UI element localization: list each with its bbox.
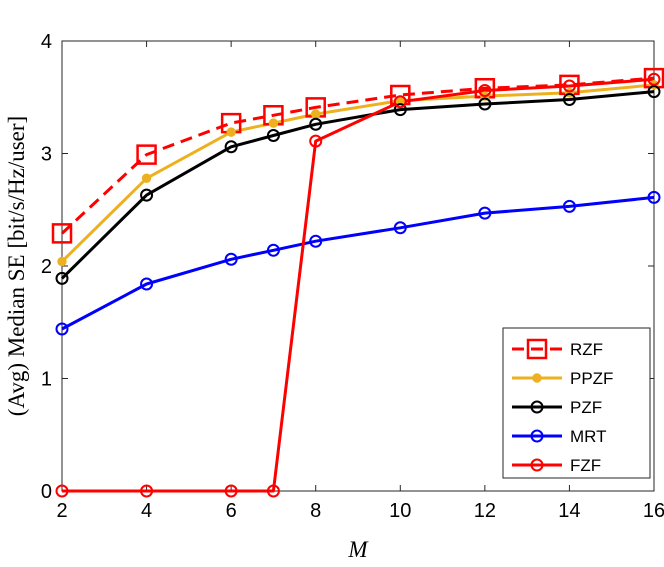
data-point-mrt <box>55 322 69 336</box>
data-point-mrt <box>309 234 323 248</box>
series-line-fzf <box>62 77 655 493</box>
x-tick-label: 10 <box>389 500 411 522</box>
legend-entries: RZF PPZF PZF MRT FZF <box>512 338 613 475</box>
data-point-mrt <box>140 277 154 291</box>
series-line-pzf <box>60 90 655 280</box>
data-point-pzf <box>55 271 69 285</box>
x-tick-label: 6 <box>226 500 237 522</box>
data-point-pzf <box>647 85 661 99</box>
legend-marker-ppzf <box>532 373 542 383</box>
legend-label-ppzf: PPZF <box>570 369 613 388</box>
data-point-pzf <box>224 140 238 154</box>
x-tick-label: 4 <box>141 500 152 522</box>
data-point-fzf <box>393 95 407 109</box>
y-tick-label: 1 <box>41 369 52 391</box>
y-tick-label: 4 <box>41 31 52 53</box>
data-point-fzf <box>224 484 238 498</box>
series-markers <box>51 67 664 498</box>
x-tick-label: 14 <box>558 500 580 522</box>
data-point-rzf <box>136 144 157 165</box>
data-point-mrt <box>224 252 238 266</box>
data-point-pzf <box>266 129 280 142</box>
x-tick-label: 2 <box>56 500 67 522</box>
data-point-mrt <box>393 221 407 235</box>
legend-label-pzf: PZF <box>570 398 602 417</box>
data-point-fzf <box>562 79 576 93</box>
data-point-rzf <box>51 223 73 244</box>
data-point-fzf <box>266 484 280 498</box>
data-point-ppzf <box>268 118 279 128</box>
data-point-pzf <box>309 117 323 131</box>
data-point-pzf <box>393 103 407 117</box>
data-point-ppzf <box>311 109 321 119</box>
x-tick-label: 8 <box>310 500 321 522</box>
data-point-pzf <box>478 97 492 111</box>
legend-label-fzf: FZF <box>570 456 601 475</box>
x-axis-title: M <box>347 537 369 562</box>
data-point-fzf <box>647 72 661 86</box>
data-point-pzf <box>140 188 154 202</box>
legend-label-mrt: MRT <box>570 427 607 446</box>
legend: RZF PPZF PZF MRT FZF <box>502 327 651 479</box>
data-point-ppzf <box>226 127 236 137</box>
data-point-fzf <box>140 484 154 498</box>
data-point-mrt <box>478 206 492 220</box>
data-point-mrt <box>266 243 280 257</box>
series-line-mrt <box>61 195 655 331</box>
data-point-fzf <box>309 134 323 148</box>
data-point-ppzf <box>57 256 67 267</box>
y-tick-label: 2 <box>41 256 52 278</box>
data-point-ppzf <box>141 173 152 183</box>
legend-marker-fzf <box>530 458 544 472</box>
data-point-fzf <box>478 84 492 97</box>
data-point-mrt <box>562 199 576 213</box>
data-point-fzf <box>55 484 69 498</box>
x-tick-label: 12 <box>474 500 496 522</box>
legend-marker-mrt <box>530 429 544 443</box>
y-tick-label: 0 <box>41 481 52 503</box>
legend-marker-pzf <box>530 400 544 414</box>
y-axis-title: (Avg) Median SE [bit/s/Hz/user] <box>4 116 29 416</box>
legend-marker-rzf <box>526 338 548 360</box>
y-tick-label: 3 <box>41 144 52 166</box>
data-point-mrt <box>647 190 661 204</box>
x-tick-label: 16 <box>643 500 664 522</box>
data-point-pzf <box>562 93 576 106</box>
legend-label-rzf: RZF <box>570 340 603 359</box>
